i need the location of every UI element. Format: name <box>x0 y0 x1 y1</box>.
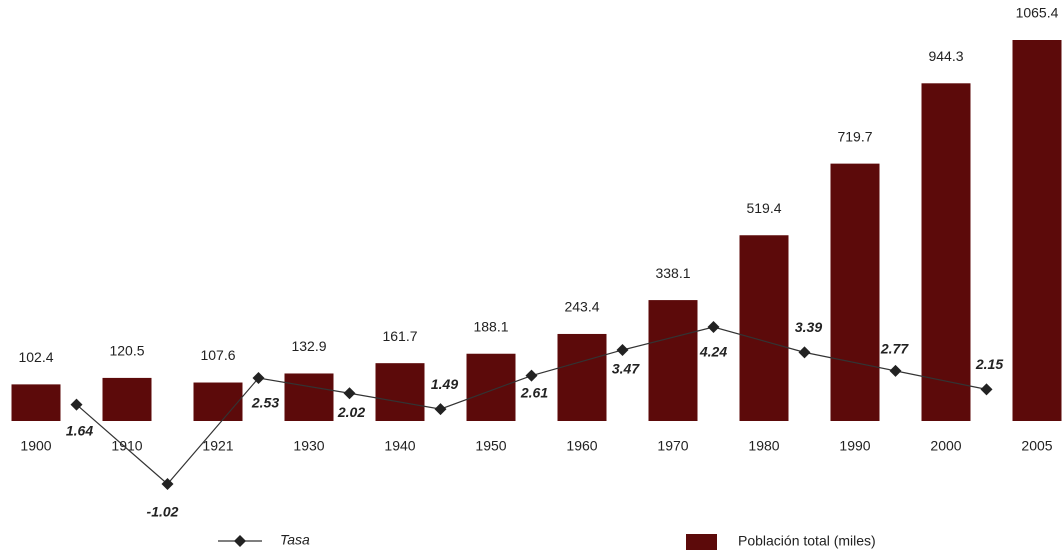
bar <box>557 333 607 421</box>
bar <box>375 363 425 421</box>
x-tick-label: 1950 <box>475 438 506 454</box>
x-tick-label: 1910 <box>111 438 142 454</box>
rate-label: -1.02 <box>147 504 179 520</box>
rate-marker <box>980 383 993 396</box>
rate-marker <box>70 398 83 411</box>
rate-label: 2.77 <box>880 341 909 357</box>
bar <box>830 163 880 421</box>
x-tick-label: 1980 <box>748 438 779 454</box>
x-tick-label: 1930 <box>293 438 324 454</box>
rate-label: 2.15 <box>975 356 1003 372</box>
x-tick-label: 1921 <box>202 438 233 454</box>
value-label: 719.7 <box>837 128 872 144</box>
rate-label: 3.39 <box>795 319 822 335</box>
value-label: 338.1 <box>655 265 690 281</box>
rate-marker <box>889 364 902 377</box>
x-tick-label: 1970 <box>657 438 688 454</box>
legend-label: Tasa <box>280 532 310 548</box>
legend-marker <box>234 535 246 547</box>
bar <box>1012 40 1062 421</box>
rate-label: 2.53 <box>251 395 279 411</box>
value-label: 102.4 <box>18 349 53 365</box>
rate-marker <box>252 372 265 385</box>
bar <box>102 377 152 421</box>
value-label: 188.1 <box>473 318 508 334</box>
value-label: 519.4 <box>746 200 781 216</box>
x-tick-label: 1990 <box>839 438 870 454</box>
value-label: 243.4 <box>564 299 599 315</box>
bar <box>193 382 243 421</box>
bar <box>739 235 789 421</box>
x-tick-label: 1900 <box>20 438 51 454</box>
rate-label: 2.61 <box>520 384 548 400</box>
bar <box>921 83 971 422</box>
legend-swatch <box>686 534 717 550</box>
rate-label: 2.02 <box>337 404 365 420</box>
value-label: 132.9 <box>291 338 326 354</box>
value-label: 120.5 <box>109 343 144 359</box>
rate-label: 1.49 <box>431 376 458 392</box>
x-tick-label: 1960 <box>566 438 597 454</box>
rate-label: 3.47 <box>612 361 640 377</box>
value-label: 1065.4 <box>1016 5 1059 21</box>
bar <box>11 384 61 421</box>
rate-marker <box>616 343 629 356</box>
bar <box>466 353 516 421</box>
rate-marker <box>434 403 447 416</box>
rate-marker <box>707 321 720 333</box>
rate-label: 4.24 <box>699 344 727 360</box>
rate-marker <box>161 478 174 490</box>
rate-label: 1.64 <box>66 422 93 438</box>
x-tick-label: 2005 <box>1021 438 1052 454</box>
bar <box>648 300 698 421</box>
value-label: 107.6 <box>200 347 235 363</box>
x-tick-label: 1940 <box>384 438 415 454</box>
rate-marker <box>343 387 356 400</box>
bar <box>284 373 334 421</box>
rate-marker <box>798 346 811 359</box>
value-label: 161.7 <box>382 328 417 344</box>
value-label: 944.3 <box>928 48 963 64</box>
legend-label: Población total (miles) <box>738 533 876 549</box>
x-tick-label: 2000 <box>930 438 961 454</box>
rate-marker <box>525 369 538 382</box>
